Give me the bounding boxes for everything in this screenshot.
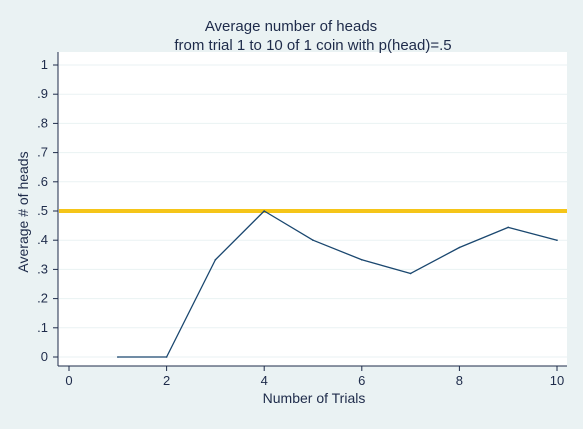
data-point bbox=[312, 239, 314, 241]
y-tick-label: 1 bbox=[41, 57, 48, 72]
y-axis-label: Average # of heads bbox=[15, 151, 31, 272]
y-tick-label: .9 bbox=[37, 86, 48, 101]
x-axis-label: Number of Trials bbox=[263, 390, 366, 406]
axes bbox=[53, 52, 567, 371]
tick-labels: 0.1.2.3.4.5.6.7.8.910 2 4 6 8 10 bbox=[37, 57, 564, 388]
data-point bbox=[263, 210, 266, 212]
x-tick-label: 10 bbox=[550, 373, 564, 388]
data-point bbox=[165, 356, 168, 358]
x-tick-label: 0 bbox=[65, 373, 72, 388]
x-tick-label: 2 bbox=[163, 373, 170, 388]
data-point bbox=[458, 246, 461, 249]
x-tick-label: 6 bbox=[358, 373, 365, 388]
data-point bbox=[409, 272, 412, 275]
y-tick-label: .5 bbox=[37, 203, 48, 218]
data-layer bbox=[59, 209, 567, 358]
data-point bbox=[361, 258, 363, 261]
series-line bbox=[117, 210, 558, 358]
y-tick-label: .4 bbox=[37, 232, 48, 247]
data-point bbox=[214, 258, 217, 261]
y-tick-label: .2 bbox=[37, 291, 48, 306]
chart-subtitle: from trial 1 to 10 of 1 coin with p(head… bbox=[174, 37, 451, 54]
y-tick-label: .7 bbox=[37, 145, 48, 160]
chart-title: Average number of heads bbox=[205, 18, 377, 35]
y-tick-label: .6 bbox=[37, 174, 48, 189]
y-tick-label: .8 bbox=[37, 115, 48, 130]
y-tick-label: .3 bbox=[37, 261, 48, 276]
y-tick-label: 0 bbox=[41, 349, 48, 364]
data-point bbox=[117, 356, 119, 358]
data-point bbox=[556, 239, 558, 241]
y-tick-label: .1 bbox=[37, 320, 48, 335]
x-tick-label: 4 bbox=[261, 373, 268, 388]
data-point bbox=[507, 226, 510, 229]
x-tick-label: 8 bbox=[456, 373, 463, 388]
